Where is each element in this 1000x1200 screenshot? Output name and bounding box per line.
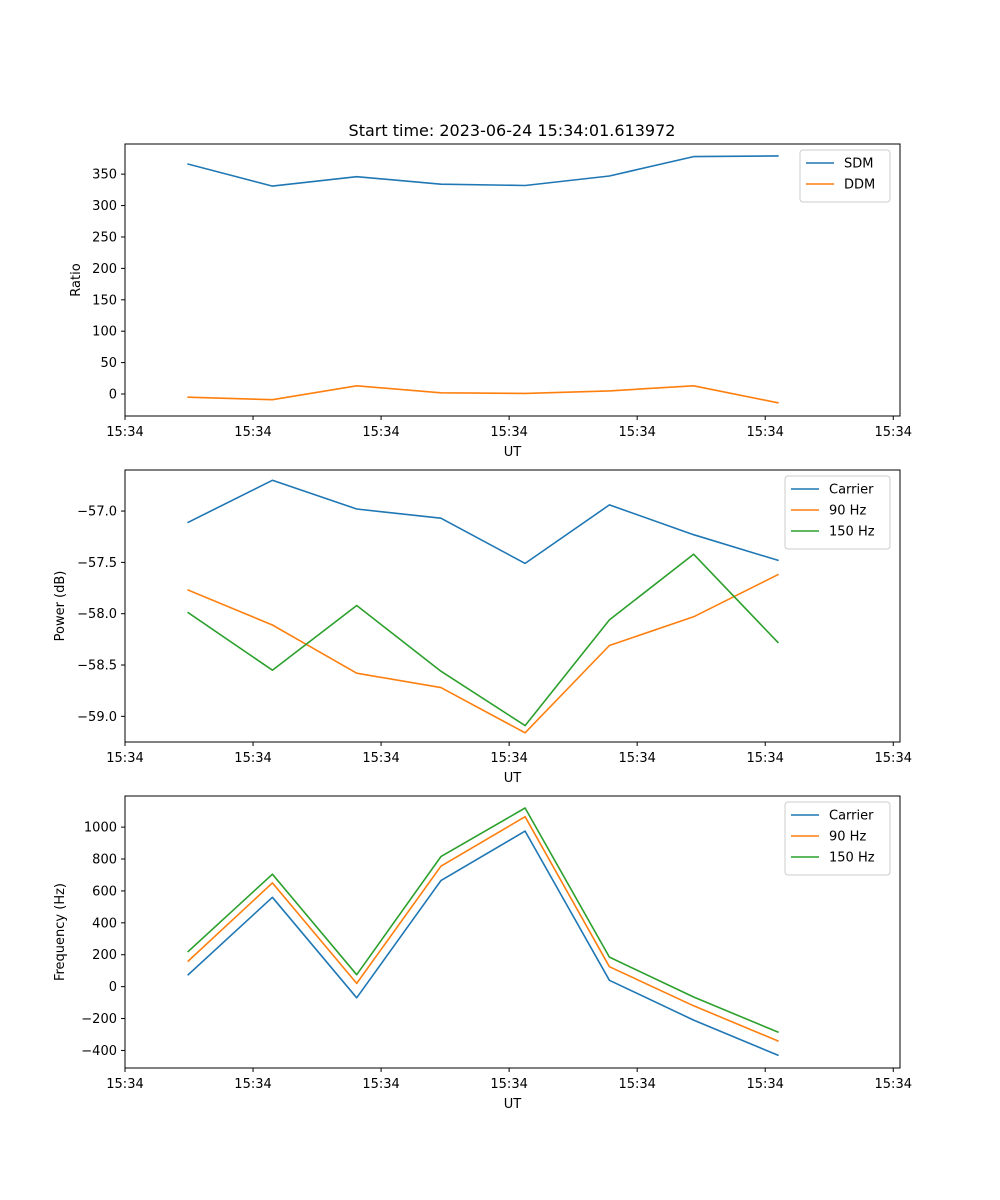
y-axis-label: Frequency (Hz) <box>53 883 68 981</box>
series-line-carrier <box>187 830 779 1057</box>
chart-2: 15:34 15:34 15:34 15:34 15:34 15:34 15:34 −59.0… <box>53 469 912 786</box>
x-tick-label: 15:34 <box>746 425 783 440</box>
x-tick-label: 15:34 <box>234 1077 271 1092</box>
chart-3: 15:34 15:34 15:34 15:34 15:34 15:34 15:34 −400 −… <box>53 795 912 1112</box>
x-tick-label: 15:34 <box>490 1077 527 1092</box>
y-tick-label: 150 <box>92 293 117 308</box>
y-tick-label: 200 <box>92 948 117 963</box>
legend-label: Carrier <box>829 483 874 498</box>
series-line-90-hz <box>187 815 779 1042</box>
x-tick-label: 15:34 <box>746 1077 783 1092</box>
y-tick-label: 0 <box>109 388 117 403</box>
x-tick-label: 15:34 <box>746 751 783 766</box>
y-tick-label: −58.5 <box>77 659 117 674</box>
x-tick-label: 15:34 <box>106 425 143 440</box>
y-tick-label: −58.0 <box>77 607 117 622</box>
y-tick-label: −57.0 <box>77 505 117 520</box>
x-tick-label: 15:34 <box>362 1077 399 1092</box>
y-tick-label: 200 <box>92 262 117 277</box>
chart-1: 15:34 15:34 15:34 15:34 15:34 15:34 15:34 0 50 10… <box>69 143 912 460</box>
legend: Carrier 90 Hz 150 Hz <box>784 475 891 550</box>
legend-label: 150 Hz <box>829 851 875 866</box>
y-tick-label: 50 <box>100 356 117 371</box>
x-tick-label: 15:34 <box>875 751 912 766</box>
x-tick-label: 15:34 <box>234 425 271 440</box>
charts: 15:34 15:34 15:34 15:34 15:34 15:34 15:34 0 50 10… <box>53 143 912 1112</box>
series-line-150-hz <box>187 807 779 1034</box>
y-tick-label: 600 <box>92 884 117 899</box>
x-tick-label: 15:34 <box>362 751 399 766</box>
series-line-sdm <box>187 155 779 187</box>
x-tick-label: 15:34 <box>490 751 527 766</box>
x-axis-label: UT <box>504 1097 522 1112</box>
series-line-carrier <box>187 479 779 565</box>
legend-label: SDM <box>844 157 873 172</box>
x-tick-label: 15:34 <box>234 751 271 766</box>
x-tick-label: 15:34 <box>618 425 655 440</box>
x-tick-label: 15:34 <box>106 751 143 766</box>
x-tick-label: 15:34 <box>490 425 527 440</box>
y-axis-label: Ratio <box>69 263 84 296</box>
y-tick-label: 1000 <box>84 821 117 836</box>
series-line-ddm <box>187 384 779 404</box>
x-tick-label: 15:34 <box>875 425 912 440</box>
y-tick-label: 100 <box>92 325 117 340</box>
legend: Carrier 90 Hz 150 Hz <box>784 801 891 876</box>
y-tick-label: 800 <box>92 853 117 868</box>
x-tick-label: 15:34 <box>875 1077 912 1092</box>
legend-label: 150 Hz <box>829 525 875 540</box>
y-tick-label: 400 <box>92 916 117 931</box>
legend-label: 90 Hz <box>829 504 866 519</box>
y-tick-label: 350 <box>92 168 117 183</box>
y-axis-label: Power (dB) <box>53 571 68 642</box>
y-tick-label: 300 <box>92 199 117 214</box>
y-tick-label: −200 <box>81 1012 117 1027</box>
legend-label: 90 Hz <box>829 830 866 845</box>
y-tick-label: −400 <box>81 1044 117 1059</box>
y-tick-label: 0 <box>109 980 117 995</box>
axes-frame <box>124 469 901 743</box>
series-line-90-hz <box>187 573 779 734</box>
axes-frame <box>124 143 901 417</box>
axes-frame <box>124 795 901 1069</box>
x-axis-label: UT <box>504 771 522 786</box>
x-tick-label: 15:34 <box>106 1077 143 1092</box>
y-tick-label: 250 <box>92 230 117 245</box>
legend: SDM DDM <box>799 149 891 203</box>
x-tick-label: 15:34 <box>362 425 399 440</box>
legend-label: Carrier <box>829 809 874 824</box>
x-tick-label: 15:34 <box>618 751 655 766</box>
series-line-150-hz <box>187 553 780 727</box>
legend-label: DDM <box>844 178 875 193</box>
y-tick-label: −59.0 <box>77 710 117 725</box>
figure-title: Start time: 2023-06-24 15:34:01.613972 <box>349 121 676 140</box>
x-axis-label: UT <box>504 445 522 460</box>
y-tick-label: −57.5 <box>77 556 117 571</box>
x-tick-label: 15:34 <box>618 1077 655 1092</box>
